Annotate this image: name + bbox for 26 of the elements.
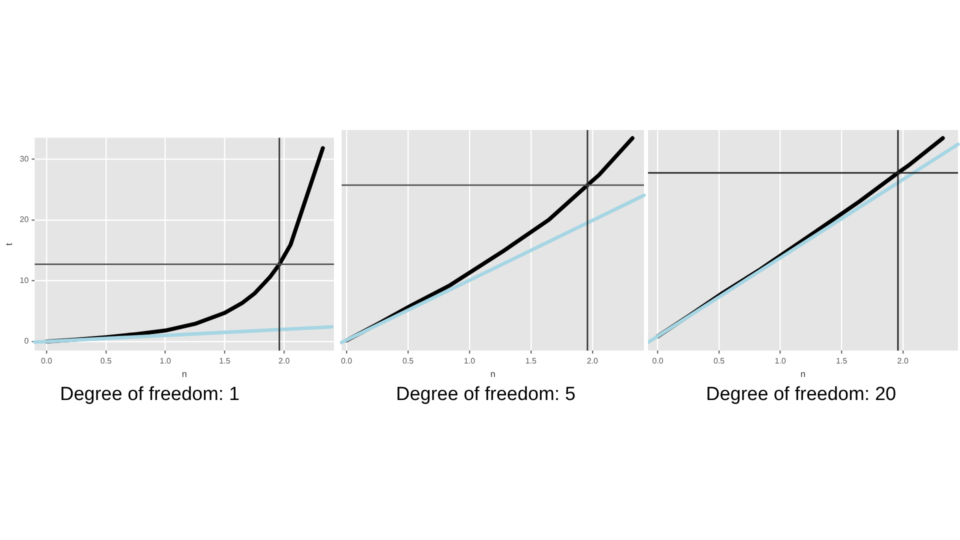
x-tick-label: 1.0 bbox=[774, 356, 786, 366]
x-axis-title: n bbox=[490, 369, 496, 380]
x-tick-label: 1.5 bbox=[836, 356, 848, 366]
x-axis-title: n bbox=[800, 369, 806, 380]
x-tick-label: 0.0 bbox=[341, 356, 353, 366]
x-tick-label: 2.0 bbox=[586, 356, 598, 366]
x-tick-label: 0.5 bbox=[714, 356, 726, 366]
x-tick-label: 0.0 bbox=[652, 356, 664, 366]
y-tick-label: 10 bbox=[20, 276, 30, 285]
x-axis-title: n bbox=[182, 369, 187, 380]
text: Degree of freedom: 20 bbox=[705, 384, 898, 406]
y-tick-label: 30 bbox=[20, 154, 30, 164]
x-tick-label: 1.5 bbox=[525, 356, 538, 366]
text: Degree of freedom: 5 bbox=[395, 384, 577, 406]
x-tick-label: 1.0 bbox=[464, 356, 476, 366]
x-tick-label: 1.5 bbox=[219, 356, 231, 366]
x-tick-label: 0.5 bbox=[100, 356, 112, 366]
text: Degree of freedom: 1 bbox=[59, 384, 241, 406]
y-tick-label: 0 bbox=[24, 336, 30, 346]
x-tick-label: 0.5 bbox=[402, 356, 414, 366]
y-tick-label: 20 bbox=[20, 215, 30, 224]
y-axis-title: t bbox=[4, 242, 14, 246]
x-tick-label: 1.0 bbox=[160, 356, 172, 366]
x-tick-label: 0.0 bbox=[41, 356, 53, 366]
x-tick-label: 2.0 bbox=[278, 356, 290, 366]
x-tick-label: 2.0 bbox=[897, 356, 909, 366]
